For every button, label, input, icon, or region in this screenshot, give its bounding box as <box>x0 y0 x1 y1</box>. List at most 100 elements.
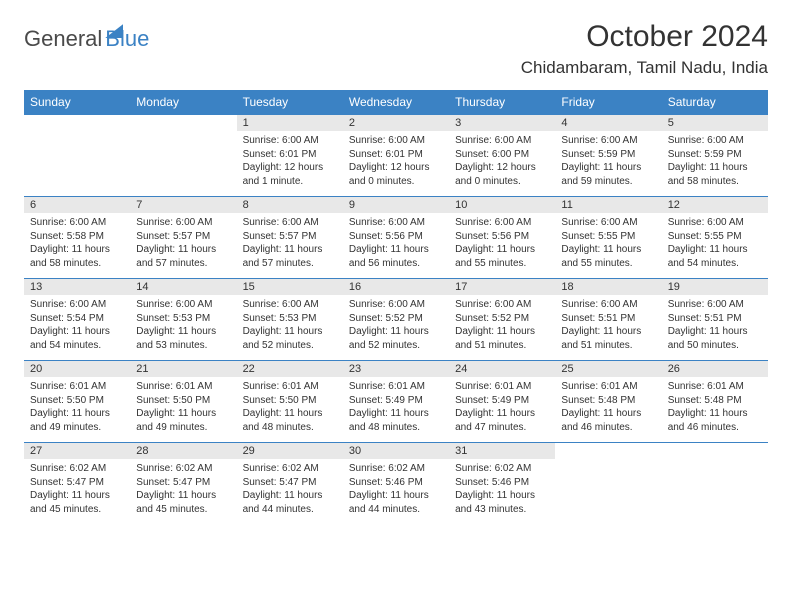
day-details: Sunrise: 6:00 AMSunset: 5:53 PMDaylight:… <box>130 295 236 360</box>
location-text: Chidambaram, Tamil Nadu, India <box>521 58 768 78</box>
day-cell: 12Sunrise: 6:00 AMSunset: 5:55 PMDayligh… <box>662 197 768 279</box>
day-details: Sunrise: 6:00 AMSunset: 5:54 PMDaylight:… <box>24 295 130 360</box>
day-number: 10 <box>449 197 555 213</box>
calendar-page: General Blue October 2024 Chidambaram, T… <box>0 0 792 544</box>
day-details: Sunrise: 6:00 AMSunset: 5:56 PMDaylight:… <box>343 213 449 278</box>
day-number: 25 <box>555 361 661 377</box>
day-details: Sunrise: 6:00 AMSunset: 5:52 PMDaylight:… <box>343 295 449 360</box>
day-cell <box>555 443 661 525</box>
day-number: 27 <box>24 443 130 459</box>
day-number: 21 <box>130 361 236 377</box>
day-cell: 31Sunrise: 6:02 AMSunset: 5:46 PMDayligh… <box>449 443 555 525</box>
day-cell: 23Sunrise: 6:01 AMSunset: 5:49 PMDayligh… <box>343 361 449 443</box>
calendar-body: 1Sunrise: 6:00 AMSunset: 6:01 PMDaylight… <box>24 115 768 525</box>
day-cell: 2Sunrise: 6:00 AMSunset: 6:01 PMDaylight… <box>343 115 449 197</box>
day-cell: 20Sunrise: 6:01 AMSunset: 5:50 PMDayligh… <box>24 361 130 443</box>
day-details: Sunrise: 6:00 AMSunset: 5:55 PMDaylight:… <box>662 213 768 278</box>
day-cell: 3Sunrise: 6:00 AMSunset: 6:00 PMDaylight… <box>449 115 555 197</box>
day-number: 8 <box>237 197 343 213</box>
day-cell: 28Sunrise: 6:02 AMSunset: 5:47 PMDayligh… <box>130 443 236 525</box>
day-details: Sunrise: 6:01 AMSunset: 5:49 PMDaylight:… <box>343 377 449 442</box>
day-number: 16 <box>343 279 449 295</box>
day-cell <box>662 443 768 525</box>
day-details: Sunrise: 6:01 AMSunset: 5:48 PMDaylight:… <box>662 377 768 442</box>
day-details: Sunrise: 6:02 AMSunset: 5:47 PMDaylight:… <box>130 459 236 524</box>
day-header-mon: Monday <box>130 90 236 115</box>
day-cell: 14Sunrise: 6:00 AMSunset: 5:53 PMDayligh… <box>130 279 236 361</box>
day-number: 13 <box>24 279 130 295</box>
day-number: 28 <box>130 443 236 459</box>
calendar-table: Sunday Monday Tuesday Wednesday Thursday… <box>24 90 768 524</box>
week-row: 1Sunrise: 6:00 AMSunset: 6:01 PMDaylight… <box>24 115 768 197</box>
day-details: Sunrise: 6:01 AMSunset: 5:50 PMDaylight:… <box>24 377 130 442</box>
day-details: Sunrise: 6:00 AMSunset: 5:55 PMDaylight:… <box>555 213 661 278</box>
day-cell: 13Sunrise: 6:00 AMSunset: 5:54 PMDayligh… <box>24 279 130 361</box>
day-number: 26 <box>662 361 768 377</box>
day-details: Sunrise: 6:02 AMSunset: 5:47 PMDaylight:… <box>237 459 343 524</box>
day-cell: 11Sunrise: 6:00 AMSunset: 5:55 PMDayligh… <box>555 197 661 279</box>
day-header-tue: Tuesday <box>237 90 343 115</box>
day-details: Sunrise: 6:02 AMSunset: 5:46 PMDaylight:… <box>449 459 555 524</box>
day-number: 11 <box>555 197 661 213</box>
day-details: Sunrise: 6:00 AMSunset: 6:01 PMDaylight:… <box>343 131 449 196</box>
day-number: 9 <box>343 197 449 213</box>
day-details: Sunrise: 6:00 AMSunset: 5:52 PMDaylight:… <box>449 295 555 360</box>
week-row: 13Sunrise: 6:00 AMSunset: 5:54 PMDayligh… <box>24 279 768 361</box>
day-header-sat: Saturday <box>662 90 768 115</box>
day-details: Sunrise: 6:00 AMSunset: 5:53 PMDaylight:… <box>237 295 343 360</box>
day-details: Sunrise: 6:00 AMSunset: 5:58 PMDaylight:… <box>24 213 130 278</box>
day-details: Sunrise: 6:00 AMSunset: 5:59 PMDaylight:… <box>555 131 661 196</box>
day-number: 22 <box>237 361 343 377</box>
day-cell: 8Sunrise: 6:00 AMSunset: 5:57 PMDaylight… <box>237 197 343 279</box>
week-row: 27Sunrise: 6:02 AMSunset: 5:47 PMDayligh… <box>24 443 768 525</box>
day-details: Sunrise: 6:00 AMSunset: 5:51 PMDaylight:… <box>555 295 661 360</box>
day-cell: 7Sunrise: 6:00 AMSunset: 5:57 PMDaylight… <box>130 197 236 279</box>
day-header-thu: Thursday <box>449 90 555 115</box>
day-details: Sunrise: 6:00 AMSunset: 5:59 PMDaylight:… <box>662 131 768 196</box>
page-header: General Blue October 2024 Chidambaram, T… <box>24 20 768 78</box>
logo: General Blue <box>24 20 149 52</box>
day-details: Sunrise: 6:00 AMSunset: 5:57 PMDaylight:… <box>237 213 343 278</box>
day-header-sun: Sunday <box>24 90 130 115</box>
day-details: Sunrise: 6:00 AMSunset: 6:01 PMDaylight:… <box>237 131 343 196</box>
day-number: 31 <box>449 443 555 459</box>
day-number: 4 <box>555 115 661 131</box>
day-details: Sunrise: 6:01 AMSunset: 5:48 PMDaylight:… <box>555 377 661 442</box>
logo-text-2: Blue <box>105 26 149 52</box>
day-cell: 17Sunrise: 6:00 AMSunset: 5:52 PMDayligh… <box>449 279 555 361</box>
day-cell: 29Sunrise: 6:02 AMSunset: 5:47 PMDayligh… <box>237 443 343 525</box>
logo-text-1: General <box>24 26 102 52</box>
day-cell <box>24 115 130 197</box>
day-number: 15 <box>237 279 343 295</box>
day-cell: 16Sunrise: 6:00 AMSunset: 5:52 PMDayligh… <box>343 279 449 361</box>
day-cell <box>130 115 236 197</box>
day-cell: 1Sunrise: 6:00 AMSunset: 6:01 PMDaylight… <box>237 115 343 197</box>
day-cell: 9Sunrise: 6:00 AMSunset: 5:56 PMDaylight… <box>343 197 449 279</box>
day-cell: 19Sunrise: 6:00 AMSunset: 5:51 PMDayligh… <box>662 279 768 361</box>
day-number: 29 <box>237 443 343 459</box>
day-cell: 22Sunrise: 6:01 AMSunset: 5:50 PMDayligh… <box>237 361 343 443</box>
day-header-fri: Friday <box>555 90 661 115</box>
day-header-wed: Wednesday <box>343 90 449 115</box>
day-details: Sunrise: 6:01 AMSunset: 5:50 PMDaylight:… <box>130 377 236 442</box>
week-row: 20Sunrise: 6:01 AMSunset: 5:50 PMDayligh… <box>24 361 768 443</box>
day-number: 6 <box>24 197 130 213</box>
day-cell: 30Sunrise: 6:02 AMSunset: 5:46 PMDayligh… <box>343 443 449 525</box>
week-row: 6Sunrise: 6:00 AMSunset: 5:58 PMDaylight… <box>24 197 768 279</box>
day-cell: 15Sunrise: 6:00 AMSunset: 5:53 PMDayligh… <box>237 279 343 361</box>
day-cell: 18Sunrise: 6:00 AMSunset: 5:51 PMDayligh… <box>555 279 661 361</box>
day-details: Sunrise: 6:00 AMSunset: 6:00 PMDaylight:… <box>449 131 555 196</box>
day-details: Sunrise: 6:02 AMSunset: 5:46 PMDaylight:… <box>343 459 449 524</box>
day-number: 20 <box>24 361 130 377</box>
day-cell: 24Sunrise: 6:01 AMSunset: 5:49 PMDayligh… <box>449 361 555 443</box>
day-cell: 26Sunrise: 6:01 AMSunset: 5:48 PMDayligh… <box>662 361 768 443</box>
day-number: 14 <box>130 279 236 295</box>
day-number: 30 <box>343 443 449 459</box>
day-number: 3 <box>449 115 555 131</box>
day-details: Sunrise: 6:02 AMSunset: 5:47 PMDaylight:… <box>24 459 130 524</box>
day-details: Sunrise: 6:01 AMSunset: 5:49 PMDaylight:… <box>449 377 555 442</box>
day-number: 19 <box>662 279 768 295</box>
day-cell: 27Sunrise: 6:02 AMSunset: 5:47 PMDayligh… <box>24 443 130 525</box>
day-cell: 25Sunrise: 6:01 AMSunset: 5:48 PMDayligh… <box>555 361 661 443</box>
day-cell: 4Sunrise: 6:00 AMSunset: 5:59 PMDaylight… <box>555 115 661 197</box>
